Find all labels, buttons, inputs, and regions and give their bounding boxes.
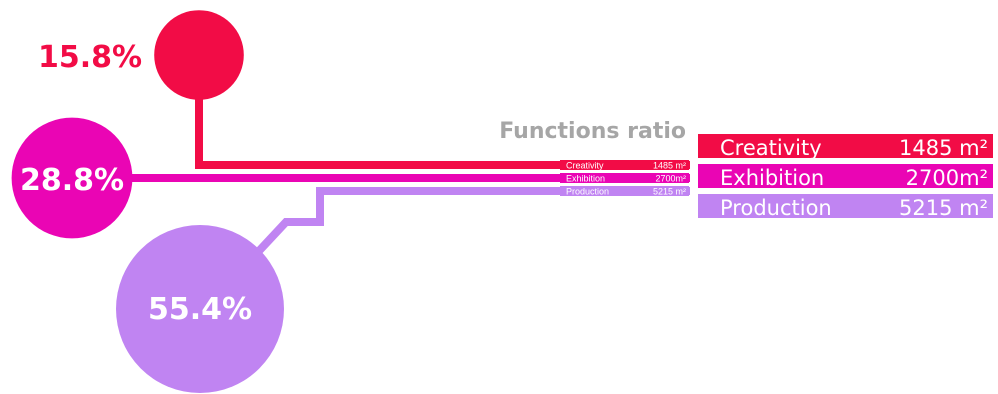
production-percent-label: 55.4% [148,292,252,327]
creativity-percent-label: 15.8% [38,40,142,75]
creativity-mini-value: 1485 m² [653,161,686,171]
legend-production-value: 5215 m² [899,196,988,220]
production-connector [255,187,690,255]
chart-title: Functions ratio [499,119,686,144]
creativity-mini-bar [560,160,689,170]
production-mini-bar [560,186,689,196]
legend-production-bar [698,194,993,218]
exhibition-circle [11,117,133,239]
production-mini-label: Production [566,187,609,197]
production-mini-value: 5215 m² [653,187,686,197]
exhibition-mini-label: Exhibition [566,174,605,184]
production-circle [116,225,284,393]
legend-creativity-label: Creativity [720,136,822,160]
exhibition-mini-value: 2700m² [655,174,686,184]
legend-creativity-bar [698,134,993,158]
creativity-mini-label: Creativity [566,161,604,171]
legend-exhibition-value: 2700m² [906,166,988,190]
legend-production-label: Production [720,196,832,220]
exhibition-percent-label: 28.8% [20,163,124,198]
creativity-connector [195,95,690,169]
legend-exhibition-bar [698,164,993,188]
creativity-circle [154,10,244,100]
legend-exhibition-label: Exhibition [720,166,824,190]
exhibition-mini-bar [560,173,689,183]
legend-creativity-value: 1485 m² [899,136,988,160]
